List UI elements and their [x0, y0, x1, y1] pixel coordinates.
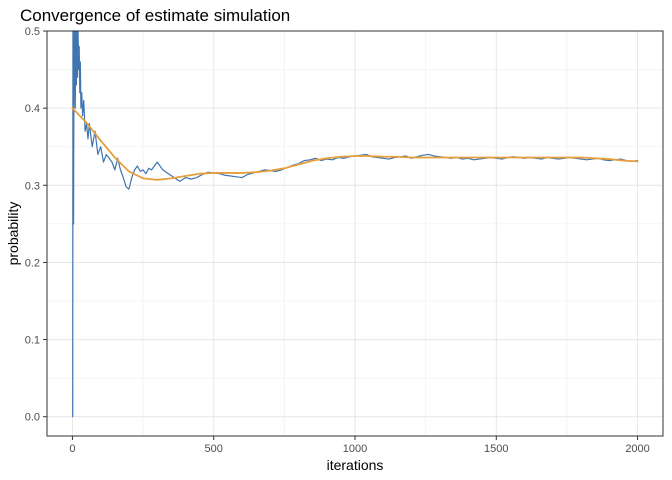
x-tick-label: 1500 — [484, 443, 508, 455]
y-tick-label: 0.3 — [25, 180, 40, 192]
y-tick-label: 0.0 — [25, 412, 40, 424]
chart-title: Convergence of estimate simulation — [20, 6, 290, 25]
x-tick-label: 0 — [69, 443, 75, 455]
y-tick-label: 0.5 — [25, 26, 40, 38]
x-tick-label: 500 — [205, 443, 223, 455]
ticks-layer: 0 500 1000 1500 2000 0.0 0.1 0.2 0.3 0.4 0.5 — [25, 26, 650, 455]
x-tick-label: 1000 — [343, 443, 367, 455]
series-layer — [71, 30, 639, 418]
y-axis-label: probability — [5, 202, 21, 266]
smooth-trend-line — [71, 107, 639, 181]
x-axis-label: iterations — [327, 457, 384, 473]
y-tick-label: 0.4 — [25, 103, 40, 115]
x-tick-label: 2000 — [625, 443, 649, 455]
grid-layer — [47, 30, 663, 436]
y-tick-label: 0.2 — [25, 257, 40, 269]
y-tick-label: 0.1 — [25, 335, 40, 347]
